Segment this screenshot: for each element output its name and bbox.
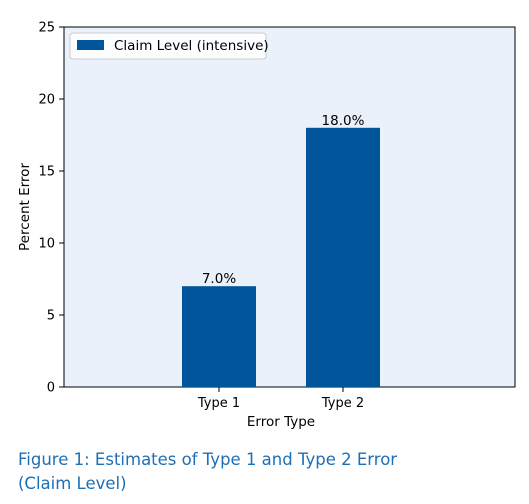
bar-type-2 [306, 127, 380, 388]
plot-area [63, 26, 516, 388]
legend: Claim Level (intensive) [69, 32, 269, 60]
caption-line-1: Figure 1: Estimates of Type 1 and Type 2… [18, 450, 398, 469]
legend-swatch [77, 40, 104, 50]
y-axis-title: Percent Error [17, 163, 33, 251]
legend-box [69, 32, 267, 60]
bars-group [182, 127, 380, 388]
y-tick-label: 25 [38, 21, 55, 36]
y-tick-label: 15 [38, 165, 55, 180]
caption-line-2: (Claim Level) [18, 474, 127, 493]
y-axis: 0 5 10 15 20 25 [38, 21, 64, 396]
y-tick-label: 5 [47, 309, 55, 324]
y-tick-label: 10 [38, 237, 55, 252]
bar-type-1 [182, 286, 256, 387]
figure-caption: Figure 1: Estimates of Type 1 and Type 2… [18, 448, 518, 496]
y-tick-label: 20 [38, 93, 55, 108]
legend-label: Claim Level (intensive) [114, 38, 269, 54]
x-axis: Type 1 Type 2 [197, 387, 364, 411]
x-tick-label: Type 2 [321, 396, 364, 411]
y-tick-label: 0 [47, 381, 55, 396]
bar-chart: 7.0% 18.0% 0 5 10 15 20 25 Type 1 Type 2 Percen… [17, 21, 516, 430]
x-axis-title: Error Type [247, 414, 315, 430]
data-label-type-1: 7.0% [202, 271, 236, 287]
x-tick-label: Type 1 [197, 396, 240, 411]
data-label-type-2: 18.0% [322, 113, 365, 129]
data-labels-group: 7.0% 18.0% [202, 113, 365, 287]
